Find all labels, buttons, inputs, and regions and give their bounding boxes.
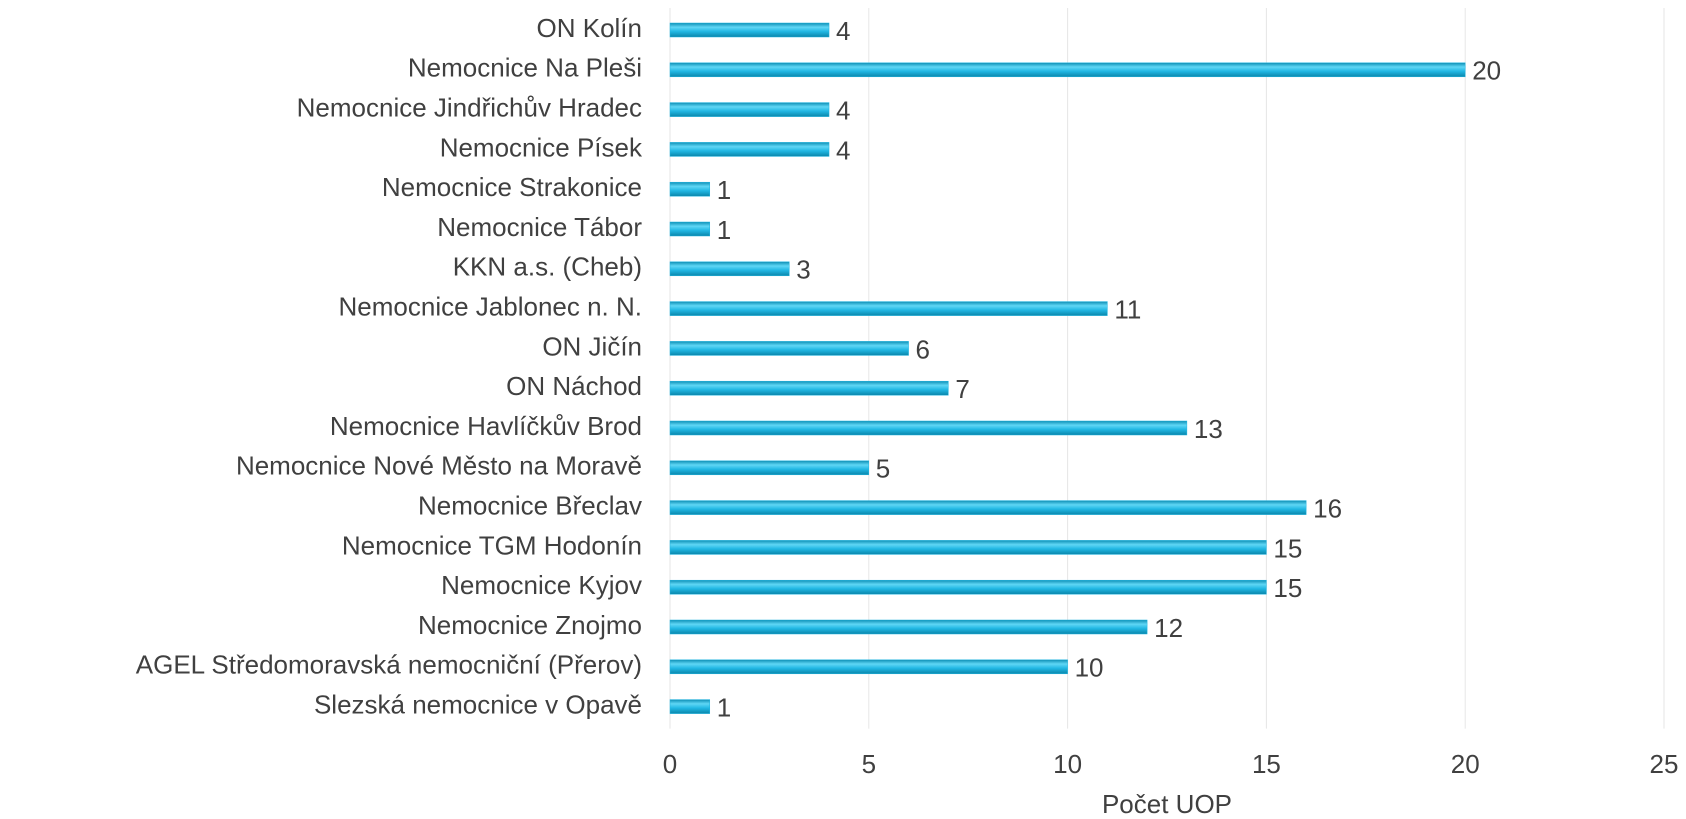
bar — [669, 142, 830, 157]
y-tick-label: Nemocnice Tábor — [437, 212, 642, 242]
data-label: 12 — [1154, 613, 1183, 643]
bar — [669, 22, 830, 38]
x-tick-label: 20 — [1451, 749, 1480, 779]
y-tick-label: Nemocnice TGM Hodonín — [342, 530, 642, 560]
data-label: 11 — [1114, 294, 1141, 324]
y-tick-label: Nemocnice Kyjov — [441, 570, 642, 600]
bar — [669, 221, 711, 237]
y-tick-label: Slezská nemocnice v Opavě — [314, 689, 642, 719]
y-tick-label: Nemocnice Písek — [440, 132, 643, 162]
data-label: 1 — [717, 692, 731, 722]
bar — [669, 500, 1307, 515]
x-tick-label: 15 — [1252, 749, 1281, 779]
bar — [669, 540, 1267, 555]
bar — [669, 579, 1267, 595]
y-tick-label: Nemocnice Znojmo — [418, 610, 642, 640]
data-label: 15 — [1273, 533, 1302, 563]
bar — [669, 301, 1108, 316]
y-tick-label: ON Jičín — [542, 331, 642, 361]
y-tick-label: Nemocnice Nové Město na Moravě — [236, 451, 642, 481]
data-label: 13 — [1194, 414, 1223, 444]
y-tick-label: KKN a.s. (Cheb) — [453, 252, 642, 282]
x-axis-title: Počet UOP — [1102, 789, 1232, 819]
data-label: 5 — [876, 454, 890, 484]
y-tick-label: Nemocnice Strakonice — [382, 172, 642, 202]
y-tick-label: Nemocnice Břeclav — [418, 490, 642, 520]
bar — [669, 261, 790, 277]
x-tick-label: 25 — [1650, 749, 1679, 779]
data-label: 1 — [717, 215, 731, 245]
bar — [669, 341, 909, 356]
bar — [669, 619, 1148, 635]
bar — [669, 699, 711, 714]
x-tick-label: 5 — [862, 749, 876, 779]
data-label: 10 — [1075, 653, 1104, 683]
data-label: 4 — [836, 95, 850, 125]
x-tick-label: 10 — [1053, 749, 1082, 779]
data-label: 4 — [836, 16, 850, 46]
y-tick-label: Nemocnice Jindřichův Hradec — [297, 92, 642, 122]
bar — [669, 62, 1466, 78]
data-label: 3 — [796, 255, 810, 285]
data-label: 6 — [916, 334, 930, 364]
y-tick-label: Nemocnice Na Pleši — [408, 53, 642, 83]
y-tick-label: ON Náchod — [506, 371, 642, 401]
y-tick-label: AGEL Středomoravská nemocniční (Přerov) — [136, 650, 642, 680]
data-label: 20 — [1472, 56, 1501, 86]
data-label: 4 — [836, 135, 850, 165]
x-tick-label: 0 — [663, 749, 677, 779]
bar — [669, 460, 870, 476]
y-tick-label: ON Kolín — [537, 13, 643, 43]
bar — [669, 181, 711, 197]
bar — [669, 659, 1068, 675]
bar — [669, 380, 949, 396]
data-label: 16 — [1313, 493, 1342, 523]
bar — [669, 102, 830, 117]
data-label: 7 — [955, 374, 969, 404]
y-tick-label: Nemocnice Jablonec n. N. — [339, 291, 642, 321]
y-tick-label: Nemocnice Havlíčkův Brod — [330, 411, 642, 441]
data-label: 15 — [1273, 573, 1302, 603]
data-label: 1 — [717, 175, 731, 205]
bar — [669, 420, 1188, 436]
